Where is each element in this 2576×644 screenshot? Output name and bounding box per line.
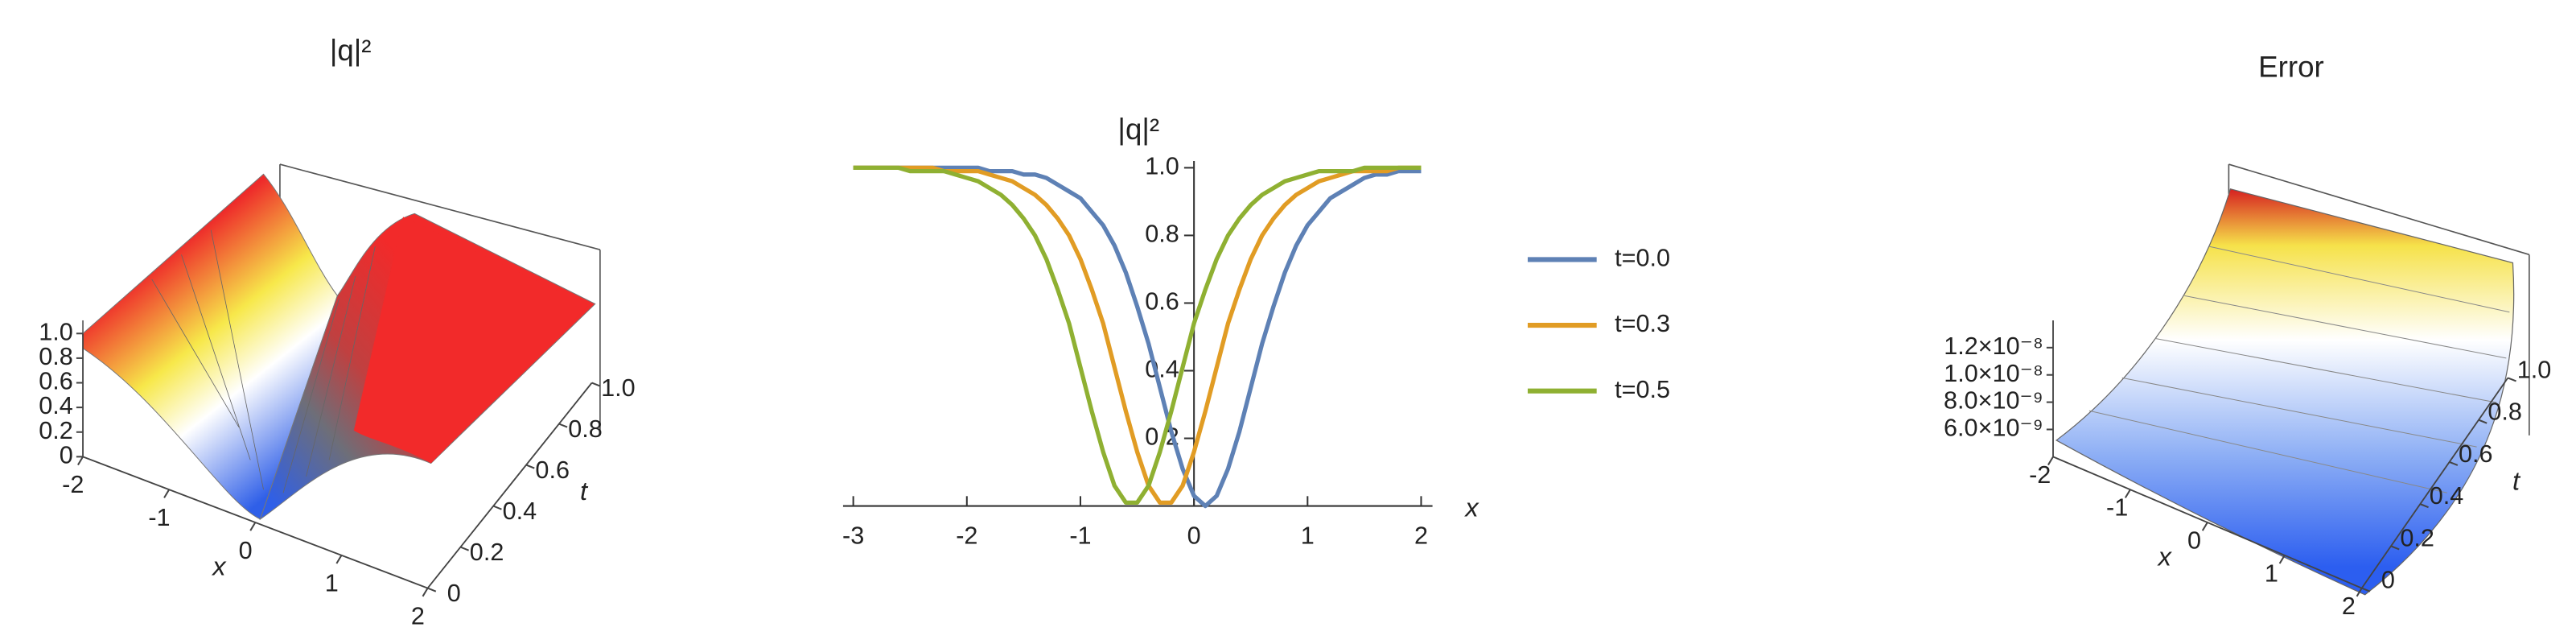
x-tick [163, 489, 171, 498]
x-tick [2047, 456, 2054, 466]
x-tick-label: 2 [411, 602, 425, 630]
x-tick-label: 2 [2342, 592, 2356, 620]
box-edge [2228, 163, 2530, 256]
z-tick-label: 0.6 [39, 368, 73, 395]
chart-title: Error [2258, 50, 2324, 83]
z-tick-label: 0 [60, 441, 73, 469]
t-tick [2507, 377, 2516, 382]
legend-label: t=0.0 [1615, 245, 1670, 272]
x-tick-label: 0 [239, 537, 253, 564]
z-tick-label: 1.0 [39, 318, 73, 345]
x-tick-label: -2 [62, 471, 84, 498]
legend-label: t=0.5 [1615, 376, 1670, 403]
surface-plane [353, 217, 589, 464]
axis-line [2360, 377, 2509, 589]
t-tick [427, 587, 437, 592]
t-tick [558, 423, 568, 428]
z-tick-label: 1.2×10⁻⁸ [1944, 332, 2043, 360]
x-tick-label: 1 [2265, 559, 2278, 587]
x-tick-label: -2 [2029, 461, 2051, 489]
box-edge [279, 163, 601, 250]
x-tick [2278, 555, 2286, 564]
x-tick-label: -1 [1069, 522, 1091, 549]
x-tick-label: -2 [956, 522, 977, 549]
x-axis-label: x [211, 551, 227, 581]
x-tick-label: 0 [1187, 522, 1201, 549]
axis-line [426, 382, 593, 589]
t-tick [2390, 545, 2400, 551]
t-tick [2478, 419, 2488, 424]
t-tick [525, 464, 535, 469]
surface-slope [82, 173, 338, 520]
t-tick [460, 546, 470, 551]
surface-left [82, 163, 601, 521]
t-tick-label: 1.0 [2517, 356, 2552, 383]
mesh-line [151, 229, 376, 493]
t-tick-label: 0.8 [568, 415, 603, 443]
t-tick-label: 0.6 [2459, 440, 2493, 468]
chart-title: |q|² [330, 34, 372, 67]
x-tick [335, 555, 343, 564]
x-tick-label: 1 [1301, 522, 1315, 549]
line-series [853, 165, 1422, 506]
z-tick-label: 0.4 [39, 392, 73, 419]
x-tick [2201, 522, 2208, 531]
x-tick [77, 456, 84, 466]
legend-label: t=0.3 [1615, 310, 1670, 337]
x-tick [2124, 489, 2131, 498]
t-axis-label: t [2512, 466, 2521, 496]
x-tick-label: -1 [2106, 494, 2128, 522]
t-tick [2361, 587, 2371, 592]
t-tick-label: 0 [2381, 567, 2395, 594]
x-tick [422, 588, 429, 597]
line-series [853, 165, 1422, 506]
y-tick-label: 1.0 [1145, 152, 1179, 180]
t-tick-label: 0.6 [535, 456, 570, 484]
t-tick [591, 382, 601, 387]
t-tick [2419, 503, 2429, 509]
x-tick-label: 2 [1414, 522, 1428, 549]
t-tick [492, 505, 502, 510]
t-tick-label: 0.4 [2430, 482, 2464, 510]
z-tick-label: 0.2 [39, 417, 73, 444]
t-tick [2449, 460, 2459, 466]
line-series [853, 165, 1422, 509]
surface [2055, 188, 2515, 596]
x-axis-label: x [2157, 542, 2173, 572]
t-tick-label: 0.2 [2400, 524, 2434, 551]
y-tick-label: 0.8 [1145, 221, 1179, 248]
contour-line [2088, 246, 2510, 493]
t-axis-label: t [580, 476, 589, 506]
t-tick-label: 0.4 [503, 497, 537, 525]
x-axis-label: x [1463, 492, 1479, 522]
x-tick-label: -1 [148, 504, 170, 531]
z-tick-label: 0.8 [39, 343, 73, 370]
surface-right [2055, 163, 2530, 596]
t-tick-label: 0.8 [2488, 398, 2522, 426]
t-tick-label: 1.0 [601, 374, 636, 402]
z-tick-label: 8.0×10⁻⁹ [1944, 387, 2043, 415]
x-tick-label: -3 [842, 522, 864, 549]
x-tick-label: 0 [2187, 527, 2201, 555]
y-tick-label: 0.4 [1145, 356, 1179, 383]
t-tick-label: 0.2 [470, 539, 504, 566]
y-tick-label: 0.6 [1145, 288, 1179, 316]
y-axis-label: |q|² [1117, 113, 1159, 146]
x-tick [249, 522, 257, 531]
z-tick-label: 6.0×10⁻⁹ [1944, 415, 2043, 442]
t-tick-label: 0 [447, 580, 461, 607]
z-tick-label: 1.0×10⁻⁸ [1944, 360, 2043, 387]
x-tick [2356, 588, 2363, 597]
x-tick-label: 1 [325, 570, 339, 597]
